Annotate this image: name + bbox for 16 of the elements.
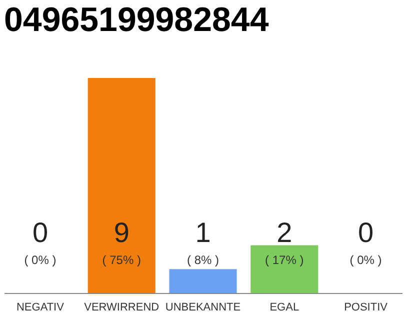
x-tick-label: NEGATIV — [16, 302, 65, 314]
annotation: ( 0% ) — [350, 253, 382, 267]
annotation: ( 17% ) — [265, 253, 304, 267]
data-label: 2 — [276, 217, 292, 248]
x-tick-label: POSITIV — [344, 302, 388, 314]
data-label: 9 — [114, 217, 130, 248]
annotation: ( 75% ) — [102, 253, 141, 267]
annotation: ( 8% ) — [186, 253, 220, 267]
x-tick-label: UNBEKANNTE — [165, 302, 241, 314]
annotation: ( 0% ) — [24, 253, 56, 267]
data-label: 1 — [195, 217, 211, 248]
chart-title: 04965199982844 — [4, 1, 269, 39]
data-label: 0 — [358, 217, 374, 248]
x-tick-label: VERWIRREND — [84, 302, 160, 314]
data-label: 0 — [32, 217, 48, 248]
x-tick-label: EGAL — [270, 302, 300, 314]
